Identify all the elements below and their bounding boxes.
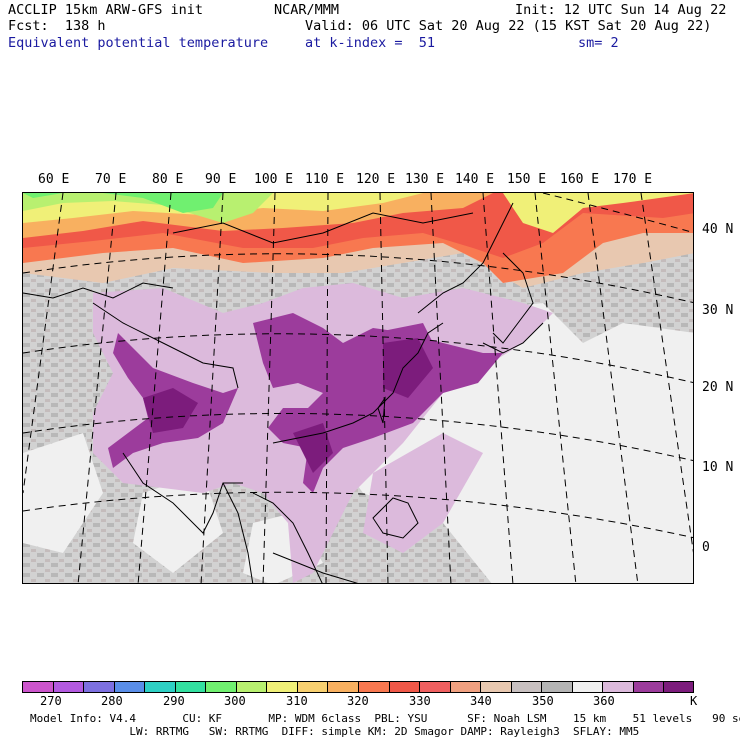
map-panel: [22, 192, 694, 584]
lon-label: 150 E: [507, 172, 547, 187]
colorbar-swatch: [52, 681, 84, 693]
colorbar-swatch: [571, 681, 603, 693]
init-time: Init: 12 UTC Sun 14 Aug 22: [515, 2, 727, 18]
colorbar-swatch: [510, 681, 542, 693]
colorbar-swatch: [480, 681, 512, 693]
colorbar-swatch: [541, 681, 573, 693]
colorbar-label: 320: [347, 694, 369, 708]
smoothing-label: sm= 2: [578, 35, 619, 51]
lon-label: 90 E: [205, 172, 237, 187]
level-label: at k-index = 51: [305, 35, 436, 51]
colorbar-swatch: [419, 681, 451, 693]
colorbar-label: 330: [409, 694, 431, 708]
colorbar-swatch: [449, 681, 481, 693]
colorbar-swatch: [663, 681, 695, 693]
coastlines: [23, 202, 544, 583]
parallels: [23, 193, 693, 539]
valid-time: Valid: 06 UTC Sat 20 Aug 22 (15 KST Sat …: [305, 18, 712, 34]
colorbar-swatch: [235, 681, 267, 693]
colorbar-label: 310: [286, 694, 308, 708]
colorbar-swatch: [83, 681, 115, 693]
lon-label: 120 E: [356, 172, 396, 187]
colorbar-swatch: [174, 681, 206, 693]
field-name: Equivalent potential temperature: [8, 35, 269, 51]
lon-label: 140 E: [455, 172, 495, 187]
colorbar-label: 290: [163, 694, 185, 708]
warm-band: [23, 193, 693, 288]
lon-label: 160 E: [560, 172, 600, 187]
org-label: NCAR/MMM: [274, 2, 340, 18]
lon-label: 100 E: [254, 172, 294, 187]
colorbar-label: 300: [224, 694, 246, 708]
colorbar-swatch: [22, 681, 54, 693]
colorbar-label: 270: [40, 694, 62, 708]
model-info-line2: LW: RRTMG SW: RRTMG DIFF: simple KM: 2D …: [30, 725, 640, 738]
meridians: [23, 193, 693, 583]
lat-label: 10 N: [702, 460, 734, 475]
lon-label: 170 E: [613, 172, 653, 187]
lat-label: 30 N: [702, 303, 734, 318]
lat-label: 40 N: [702, 222, 734, 237]
colorbar-label: 350: [532, 694, 554, 708]
forecast-hour: Fcst: 138 h: [8, 18, 106, 34]
colorbar-swatch: [296, 681, 328, 693]
lon-label: 60 E: [38, 172, 70, 187]
colorbar-swatch: [388, 681, 420, 693]
colorbar-swatch: [205, 681, 237, 693]
colorbar-swatch: [113, 681, 145, 693]
model-info-line1: Model Info: V4.4 CU: KF MP: WDM 6class P…: [30, 712, 740, 725]
lon-label: 110 E: [305, 172, 345, 187]
colorbar-label: 340: [470, 694, 492, 708]
lon-label: 130 E: [405, 172, 445, 187]
lon-label: 70 E: [95, 172, 127, 187]
lat-label: 20 N: [702, 380, 734, 395]
colorbar-swatch: [266, 681, 298, 693]
model-title: ACCLIP 15km ARW-GFS init: [8, 2, 204, 18]
colorbar-swatch: [602, 681, 634, 693]
darkest-purple-cores: [143, 338, 433, 473]
lat-label: 0: [702, 540, 710, 555]
colorbar-swatch: [327, 681, 359, 693]
colorbar-label: 280: [101, 694, 123, 708]
lon-label: 80 E: [152, 172, 184, 187]
colorbar: [22, 681, 695, 693]
colorbar-swatch: [358, 681, 390, 693]
colorbar-swatch: [632, 681, 664, 693]
colorbar-label: 360: [593, 694, 615, 708]
colorbar-swatch: [144, 681, 176, 693]
colorbar-unit: K: [690, 694, 698, 708]
